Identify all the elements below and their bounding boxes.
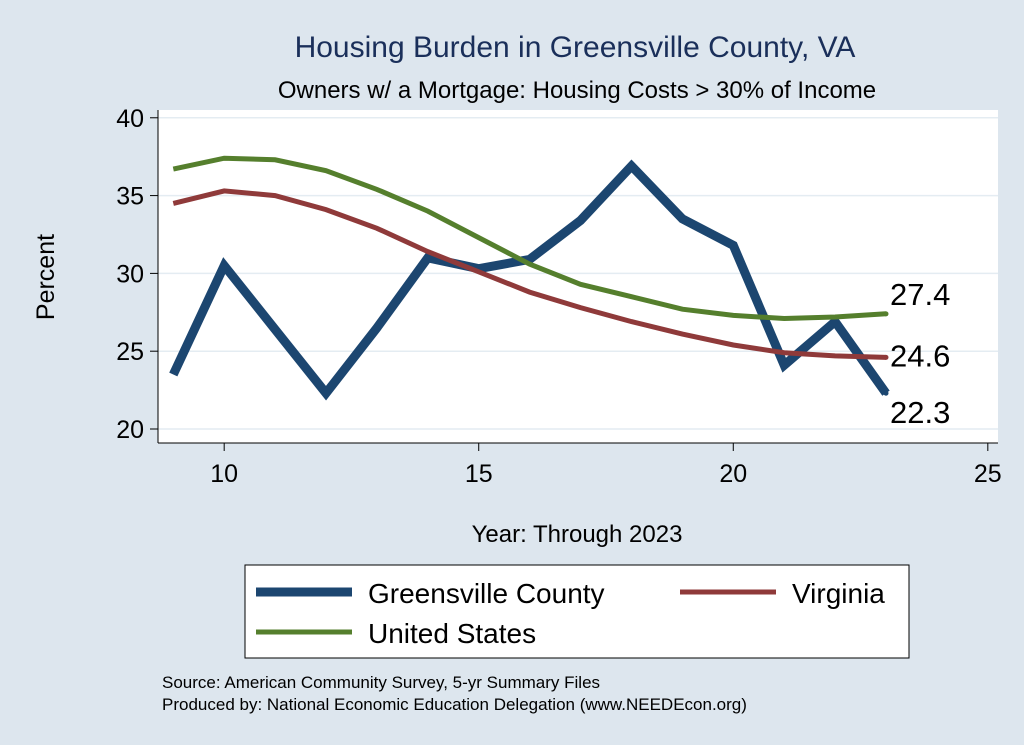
y-axis-label: Percent: [32, 234, 60, 320]
x-tick-label: 25: [974, 460, 1002, 488]
chart-title: Housing Burden in Greensville County, VA: [295, 31, 856, 64]
x-tick-label: 10: [210, 460, 238, 488]
legend-label-virginia: Virginia: [792, 578, 885, 609]
y-tick-label: 20: [116, 416, 144, 444]
series-line-greensville-county: [169, 159, 890, 401]
y-tick-label: 25: [116, 338, 144, 366]
end-label-greensville-county: 22.3: [890, 395, 950, 430]
legend: Greensville County Virginia United State…: [244, 564, 910, 659]
y-tick-label: 30: [116, 260, 144, 288]
series-line-united-states: [172, 155, 887, 322]
legend-label-greensville: Greensville County: [368, 578, 605, 609]
legend-label-united-states: United States: [368, 618, 536, 649]
end-label-virginia: 24.6: [890, 338, 950, 373]
y-tick-label: 35: [116, 183, 144, 211]
produced-by-note: Produced by: National Economic Education…: [162, 695, 747, 714]
y-axis-ticks: 20 25 30 35 40: [116, 105, 158, 444]
end-point-greensville-county: [883, 390, 889, 396]
end-label-united-states: 27.4: [890, 277, 950, 312]
chart-subtitle: Owners w/ a Mortgage: Housing Costs > 30…: [278, 77, 876, 104]
x-tick-label: 15: [465, 460, 493, 488]
x-axis-ticks: 10 15 20 25: [210, 443, 1002, 488]
series-line-virginia: [172, 188, 887, 360]
end-labels: 22.3 24.6 27.4: [883, 277, 950, 430]
x-axis-label: Year: Through 2023: [472, 521, 683, 548]
source-note: Source: American Community Survey, 5-yr …: [162, 673, 600, 692]
end-point-united-states: [883, 311, 889, 317]
series-layer: [169, 155, 890, 401]
legend-box: [244, 564, 910, 659]
y-tick-label: 40: [116, 105, 144, 133]
end-point-virginia: [883, 354, 889, 360]
x-tick-label: 20: [719, 460, 747, 488]
